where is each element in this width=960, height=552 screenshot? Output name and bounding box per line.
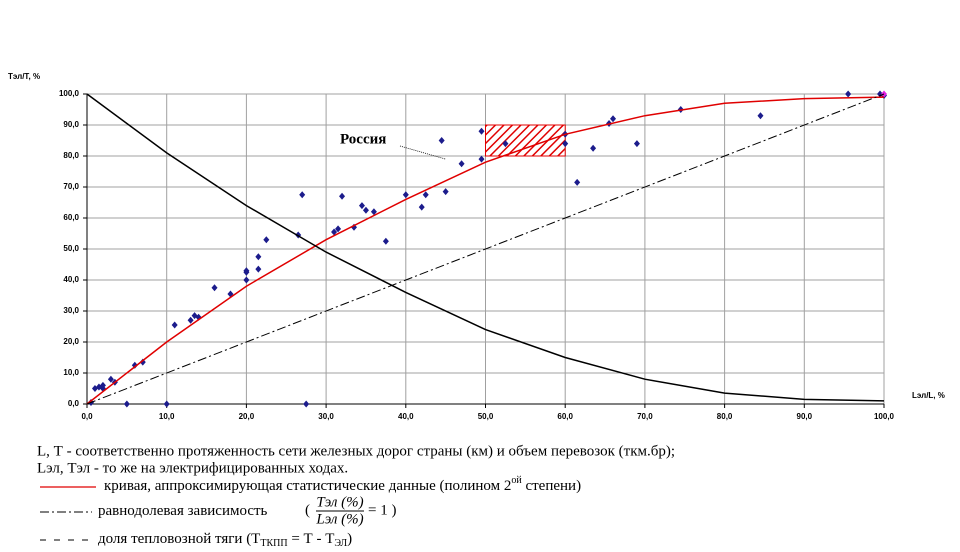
x-axis-title: Lэл/L, % <box>912 391 945 400</box>
y-tick-label: 60,0 <box>63 213 79 222</box>
formula-denominator: Lэл (%) <box>315 511 363 527</box>
data-point <box>370 208 377 216</box>
highlight-region <box>485 124 566 157</box>
data-point <box>243 276 250 284</box>
data-point <box>574 178 581 186</box>
legend-label: равнодолевая зависимость <box>98 503 268 519</box>
y-tick-label: 50,0 <box>63 244 79 253</box>
data-point <box>458 160 465 168</box>
annotation: Россия <box>340 131 386 147</box>
legend-text: = Т - Т <box>288 531 335 547</box>
data-point <box>478 127 485 135</box>
data-point <box>358 202 365 210</box>
data-point <box>255 253 262 261</box>
y-tick-label: 0,0 <box>68 399 80 408</box>
y-tick-label: 30,0 <box>63 306 79 315</box>
y-tick-label: 100,0 <box>59 89 80 98</box>
formula-numerator: Tэл (%) <box>316 494 363 510</box>
legend-text: доля тепловозной тяги (Т <box>98 531 260 547</box>
legend-text: степени) <box>522 478 581 494</box>
y-tick-label: 90,0 <box>63 120 79 129</box>
x-tick-label: 30,0 <box>318 412 334 421</box>
x-tick-label: 10,0 <box>159 412 175 421</box>
x-tick-label: 70,0 <box>637 412 653 421</box>
legend-label: кривая, аппроксимирующая статистические … <box>104 475 581 494</box>
y-tick-label: 10,0 <box>63 368 79 377</box>
legend-text: ) <box>347 531 352 547</box>
data-point <box>255 265 262 273</box>
legend-text: ЭЛ <box>334 538 347 549</box>
x-tick-label: 80,0 <box>717 412 733 421</box>
data-point <box>139 358 146 366</box>
note: Lэл, Тэл - то же на электрифицированных … <box>37 460 348 476</box>
y-tick-label: 70,0 <box>63 182 79 191</box>
series-line <box>86 93 885 402</box>
data-point <box>442 188 449 196</box>
x-tick-label: 40,0 <box>398 412 414 421</box>
data-point <box>610 115 617 123</box>
data-point <box>590 144 597 152</box>
data-point <box>478 155 485 163</box>
data-point <box>335 225 342 233</box>
x-tick-label: 0,0 <box>81 412 93 421</box>
y-tick-label: 20,0 <box>63 337 79 346</box>
data-point <box>211 284 218 292</box>
data-point <box>123 400 130 408</box>
legend-label: доля тепловозной тяги (ТТКПП = Т - ТЭЛ) <box>98 531 352 549</box>
data-point <box>299 191 306 199</box>
data-point <box>107 375 114 383</box>
legend-text: равнодолевая зависимость <box>98 503 268 519</box>
data-point <box>382 237 389 245</box>
series-line <box>86 93 885 405</box>
data-point <box>263 236 270 244</box>
data-point <box>131 361 138 369</box>
data-point <box>243 267 250 275</box>
data-point <box>422 191 429 199</box>
data-point <box>845 90 852 98</box>
x-tick-label: 60,0 <box>557 412 573 421</box>
legend-text: ой <box>511 475 522 486</box>
series-line <box>86 96 885 405</box>
x-tick-label: 100,0 <box>874 412 895 421</box>
data-point <box>187 316 194 324</box>
data-point <box>339 192 346 200</box>
x-tick-label: 90,0 <box>797 412 813 421</box>
data-point <box>362 206 369 214</box>
data-point <box>562 140 569 148</box>
data-point <box>633 140 640 148</box>
formula-open: ( <box>305 502 310 518</box>
note: L, Т - соответственно протяженность сети… <box>37 443 675 459</box>
data-point <box>418 203 425 211</box>
legend-text: кривая, аппроксимирующая статистические … <box>104 478 511 494</box>
x-tick-label: 20,0 <box>239 412 255 421</box>
y-tick-label: 40,0 <box>63 275 79 284</box>
y-tick-label: 80,0 <box>63 151 79 160</box>
annotation-leader <box>399 145 446 160</box>
x-tick-label: 50,0 <box>478 412 494 421</box>
data-point <box>402 191 409 199</box>
data-point <box>438 137 445 144</box>
data-point <box>303 400 310 408</box>
y-axis-title: Тэл/Т, % <box>8 72 40 81</box>
legend-text: ТКПП <box>260 538 287 549</box>
data-point <box>331 228 338 236</box>
data-point <box>163 400 170 408</box>
data-point <box>757 112 764 120</box>
data-point <box>171 321 178 329</box>
formula-rhs: = 1 ) <box>368 502 396 518</box>
data-point <box>502 140 509 148</box>
